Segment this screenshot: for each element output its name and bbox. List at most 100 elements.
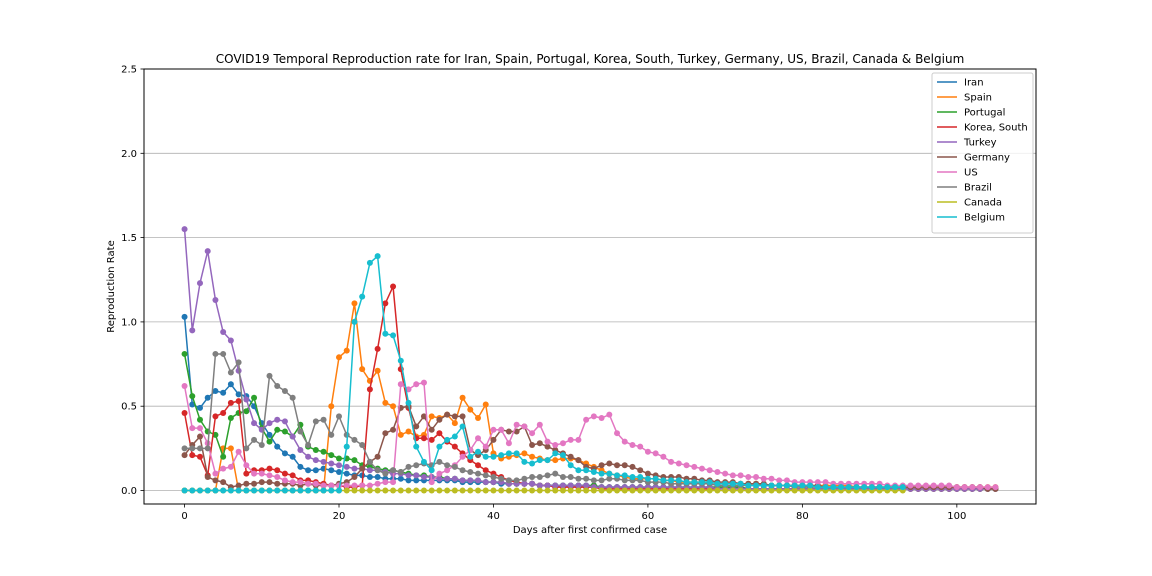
data-point xyxy=(336,455,342,462)
data-point xyxy=(475,470,482,477)
data-point xyxy=(413,381,420,388)
data-point xyxy=(390,283,397,290)
data-point xyxy=(475,487,482,494)
data-point xyxy=(451,475,458,482)
data-point xyxy=(451,487,458,494)
data-point xyxy=(251,470,258,477)
data-point xyxy=(428,426,435,433)
data-point xyxy=(227,369,234,376)
data-point xyxy=(274,467,281,474)
data-point xyxy=(390,332,397,339)
x-tick-label: 40 xyxy=(487,511,500,522)
data-point xyxy=(490,474,497,481)
data-point xyxy=(714,480,721,487)
data-point xyxy=(544,438,551,445)
data-point xyxy=(189,452,196,459)
chart-title: COVID19 Temporal Reproduction rate for I… xyxy=(216,52,965,66)
data-point xyxy=(204,394,211,401)
legend-box xyxy=(931,72,1034,234)
data-point xyxy=(838,484,844,491)
data-point xyxy=(428,479,435,486)
data-point xyxy=(683,487,690,494)
data-point xyxy=(583,416,590,423)
data-point xyxy=(312,487,319,494)
data-point xyxy=(181,409,188,416)
data-point xyxy=(297,479,304,486)
data-point xyxy=(189,487,196,494)
data-point xyxy=(529,441,536,448)
data-point xyxy=(212,296,219,303)
data-point xyxy=(451,413,458,420)
legend-label: Spain xyxy=(964,93,992,104)
series-line xyxy=(184,254,903,492)
data-point xyxy=(235,482,242,489)
data-point xyxy=(266,487,273,494)
data-point xyxy=(660,453,667,460)
data-point xyxy=(559,452,566,459)
data-point xyxy=(475,462,482,469)
data-point xyxy=(536,474,543,481)
data-point xyxy=(490,487,497,494)
data-point xyxy=(305,453,312,460)
data-point xyxy=(544,443,551,450)
data-point xyxy=(559,474,566,481)
data-point xyxy=(336,413,342,420)
legend: Iran Spain Portugal Korea, South Turkey Germa… xyxy=(931,72,1034,234)
data-point xyxy=(204,474,211,481)
data-point xyxy=(598,415,605,422)
data-point xyxy=(529,474,536,481)
data-point xyxy=(776,487,783,494)
data-point xyxy=(536,487,543,494)
data-point xyxy=(366,482,373,489)
data-point xyxy=(683,462,690,469)
data-point xyxy=(336,468,342,475)
data-point xyxy=(814,484,821,491)
data-point xyxy=(490,436,497,443)
data-point xyxy=(397,357,404,364)
data-point xyxy=(907,482,914,489)
data-point xyxy=(559,487,566,494)
data-point xyxy=(181,452,188,459)
data-point xyxy=(621,472,628,479)
data-point xyxy=(698,479,705,486)
data-point xyxy=(405,428,412,435)
legend-label: Germany xyxy=(964,153,1010,164)
data-point xyxy=(552,450,559,457)
data-point xyxy=(459,477,466,484)
data-point xyxy=(544,487,551,494)
data-point xyxy=(729,480,736,487)
data-point xyxy=(544,482,551,489)
data-point xyxy=(768,487,775,494)
data-point xyxy=(243,480,250,487)
y-axis-label: Reproduction Rate xyxy=(106,240,117,332)
data-point xyxy=(559,440,566,447)
data-point xyxy=(529,480,536,487)
data-point xyxy=(575,475,582,482)
data-point xyxy=(791,482,798,489)
data-point xyxy=(320,416,327,423)
data-point xyxy=(691,463,698,470)
data-point xyxy=(281,418,288,425)
data-point xyxy=(281,487,288,494)
data-point xyxy=(513,477,520,484)
data-point xyxy=(204,248,211,255)
data-point xyxy=(590,468,597,475)
data-point xyxy=(606,487,613,494)
data-point xyxy=(328,431,335,438)
data-point xyxy=(977,484,984,491)
data-point xyxy=(266,431,273,438)
data-point xyxy=(529,487,536,494)
data-point xyxy=(366,259,373,266)
data-point xyxy=(583,475,590,482)
data-point xyxy=(529,430,536,437)
data-point xyxy=(436,458,443,465)
data-point xyxy=(722,480,729,487)
data-point xyxy=(351,487,358,494)
data-point xyxy=(328,460,335,467)
data-point xyxy=(482,443,489,450)
data-point xyxy=(189,445,196,452)
y-tick-label: 2.0 xyxy=(121,149,137,160)
data-point xyxy=(668,477,675,484)
data-point xyxy=(274,382,281,389)
data-point xyxy=(444,462,451,469)
